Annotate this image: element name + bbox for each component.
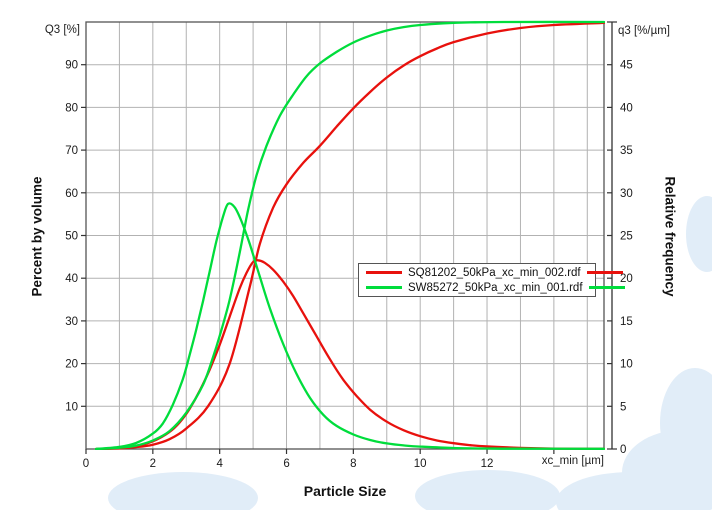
cumulative-curve-red	[94, 21, 605, 450]
y-left-tick-label: 90	[65, 60, 78, 72]
watermark-blob	[108, 472, 258, 510]
x-tick-label: 2	[150, 458, 156, 470]
y-left-tick-label: 10	[65, 401, 78, 413]
y-right-tick-label: 5	[620, 401, 626, 413]
left-axis-unit-label: Q3 [%]	[44, 24, 80, 36]
legend-line-swatch	[586, 271, 623, 274]
x-tick-label: 4	[216, 458, 223, 470]
legend-line-swatch	[366, 271, 402, 274]
legend-row[interactable]: SQ81202_50kPa_xc_min_002.rdf	[366, 266, 623, 279]
x-axis-title: Particle Size	[303, 483, 387, 499]
y-left-tick-label: 40	[65, 273, 78, 285]
x-axis-unit-label: xc_min [µm]	[541, 455, 604, 467]
y-right-tick-label: 10	[620, 359, 633, 371]
watermark-blob	[660, 368, 712, 478]
y-right-tick-label: 35	[620, 145, 633, 157]
y-right-tick-label: 20	[620, 273, 633, 285]
legend-line-swatch	[366, 286, 402, 289]
right-axis-unit-label: q3 [%/µm]	[618, 25, 671, 37]
x-tick-label: 8	[350, 458, 356, 470]
legend-row[interactable]: SW85272_50kPa_xc_min_001.rdf	[366, 281, 625, 294]
y-right-tick-label: 40	[620, 102, 633, 114]
y-right-tick-label: 30	[620, 188, 633, 200]
y-right-tick-label: 15	[620, 316, 633, 328]
legend-line-swatch	[588, 286, 625, 289]
watermark-blob	[415, 470, 560, 510]
left-axis-title: Percent by volume	[29, 176, 45, 297]
y-left-tick-label: 70	[65, 145, 78, 157]
right-axis-title: Relative frequency	[662, 176, 678, 297]
y-left-tick-label: 80	[65, 102, 78, 114]
x-tick-label: 0	[83, 458, 89, 470]
legend-label: SQ81202_50kPa_xc_min_002.rdf	[408, 266, 581, 279]
legend-box[interactable]: SQ81202_50kPa_xc_min_002.rdf SW85272_50kP…	[358, 263, 625, 297]
y-right-tick-label: 45	[620, 60, 633, 72]
y-left-tick-label: 60	[65, 188, 78, 200]
y-left-tick-label: 50	[65, 231, 78, 243]
y-right-tick-label: 25	[620, 231, 633, 243]
cumulative-curve-green	[94, 20, 605, 450]
density-curve-green	[94, 202, 605, 450]
legend-label: SW85272_50kPa_xc_min_001.rdf	[408, 281, 583, 294]
y-left-tick-label: 30	[65, 316, 78, 328]
x-tick-label: 12	[481, 458, 494, 470]
x-tick-label: 6	[283, 458, 289, 470]
y-left-tick-label: 20	[65, 359, 78, 371]
x-tick-label: 10	[414, 458, 427, 470]
y-right-tick-label: 0	[620, 444, 626, 456]
